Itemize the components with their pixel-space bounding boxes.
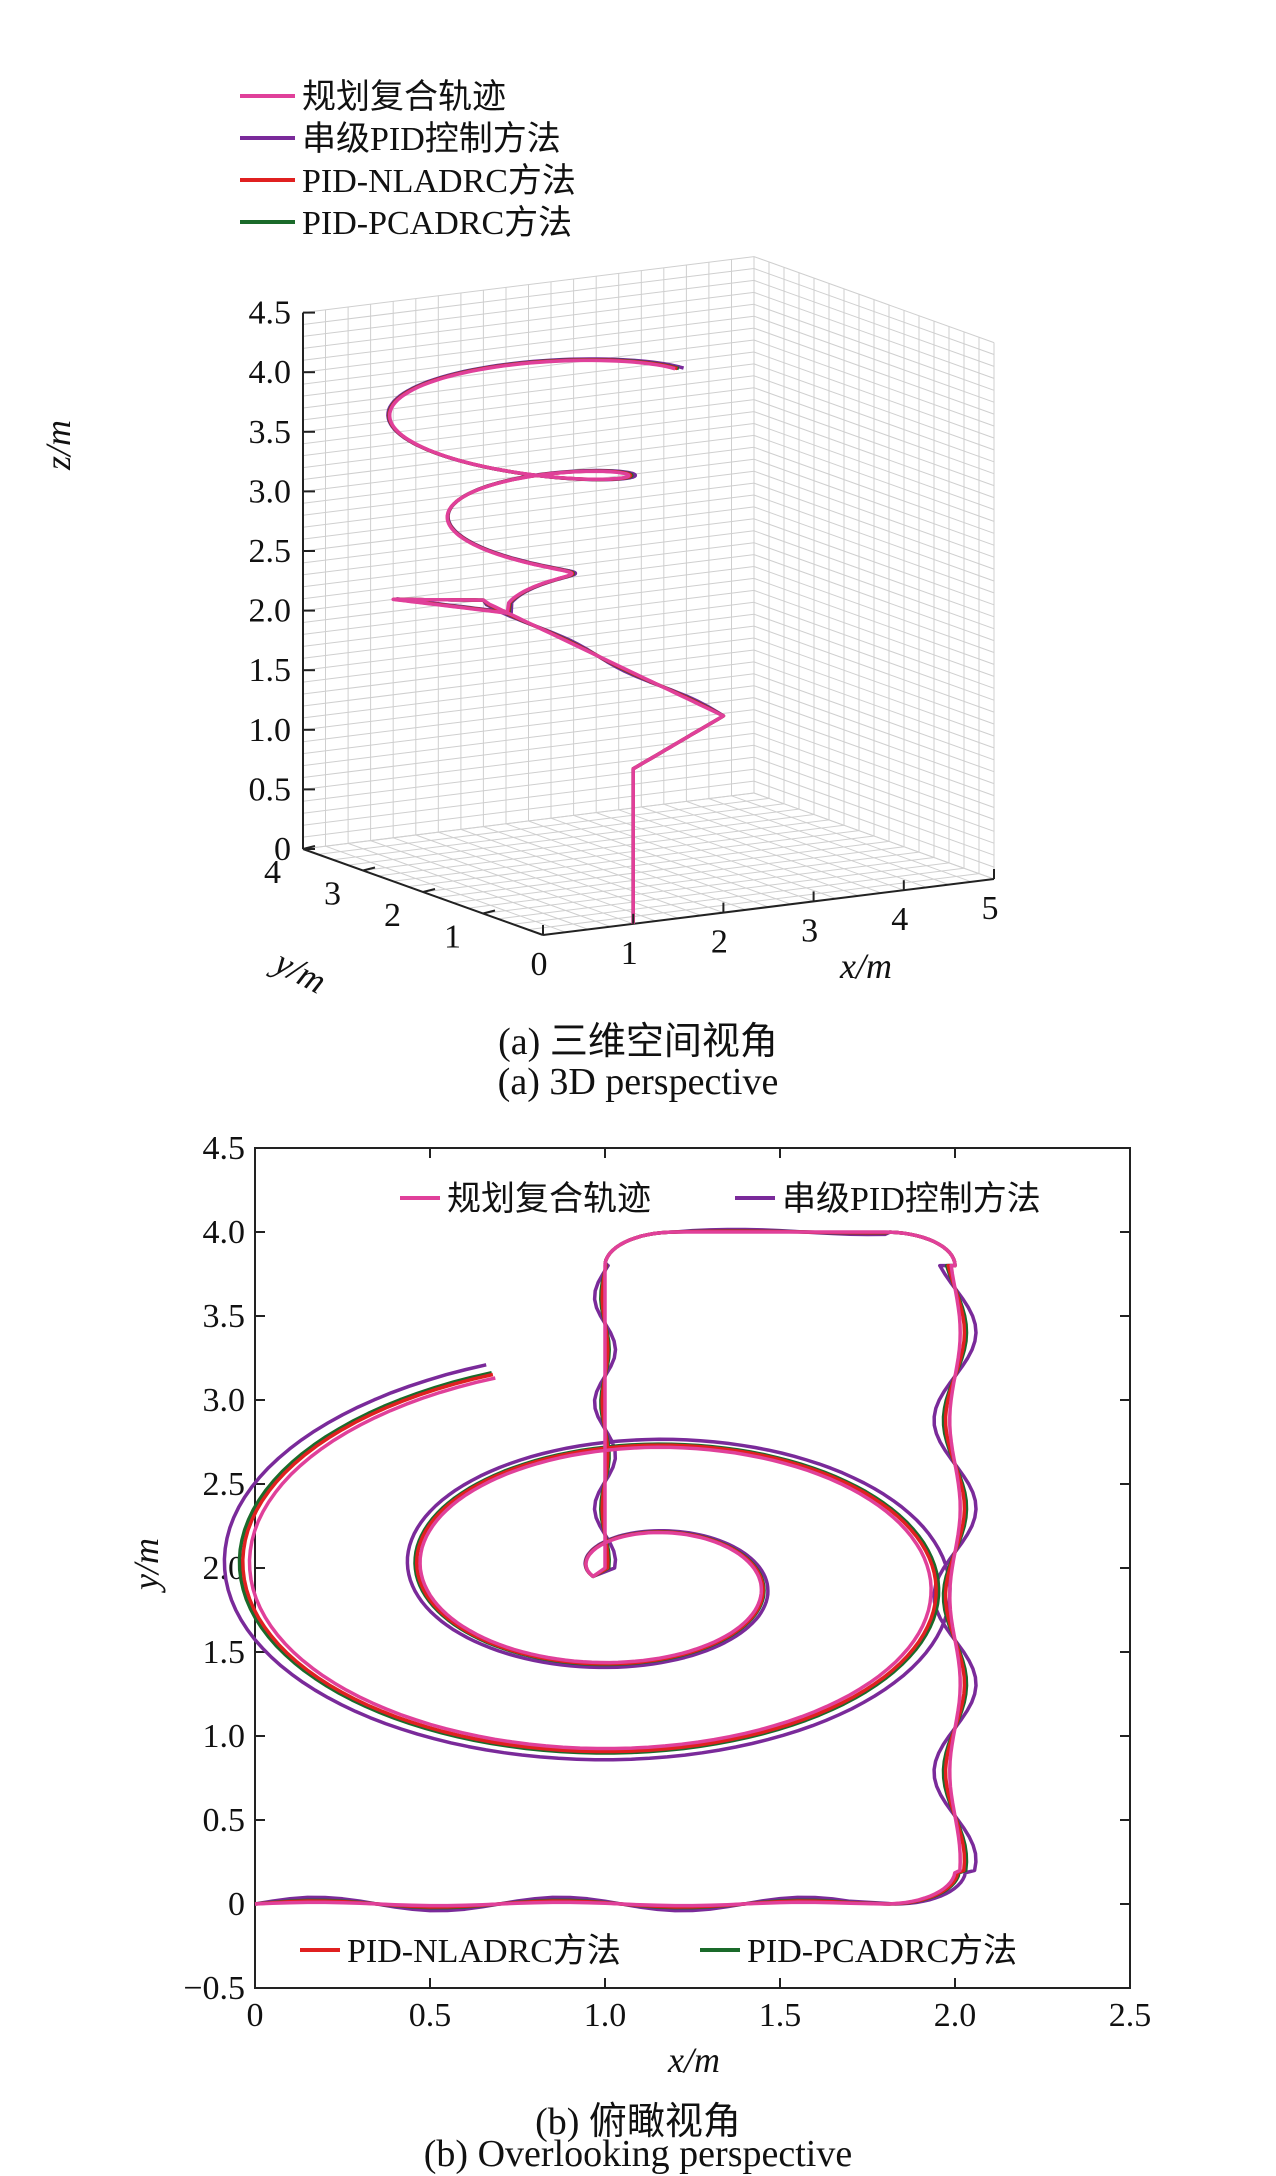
x-tick-label-2d: 2.5: [1109, 1997, 1152, 2034]
ticks-3d: 0 0.5 1.0 1.5 2.0 2.5 3.0 3.5 4.0 4.5 0 1 2 3 4 5 1 2 3 4: [249, 295, 999, 983]
series-2d: [222, 1227, 978, 1913]
y-tick-label-2d: 4.5: [203, 1130, 246, 1167]
legend-label-3d: 串级PID控制方法: [302, 120, 561, 158]
x-tick-label-2d: 0.5: [409, 1997, 452, 2034]
y-tick-label: 1: [444, 919, 461, 956]
x-tick-label-2d: 1.0: [584, 1997, 627, 2034]
series-line-2d-0: [247, 1230, 962, 1908]
z-tick-label: 2.5: [249, 533, 292, 570]
legend-2d: 规划复合轨迹 串级PID控制方法 PID-NLADRC方法 PID-PCADRC方法: [300, 1180, 1041, 1970]
legend-label-3d: 规划复合轨迹: [302, 78, 506, 116]
grid-3d: [302, 256, 995, 936]
z-tick-label: 4.5: [249, 295, 292, 332]
z-tick-label: 3.5: [249, 414, 292, 451]
legend-label-2d: PID-NLADRC方法: [347, 1932, 621, 1970]
chart-3d-trajectory: 0 0.5 1.0 1.5 2.0 2.5 3.0 3.5 4.0 4.5 0 1 2 3 4 5 1 2 3 4 x…: [38, 78, 999, 1000]
y-tick-label-2d: 4.0: [203, 1214, 246, 1251]
y-tick-label: 3: [324, 876, 341, 913]
plot-frame-2d: [254, 1147, 1131, 1989]
legend-label-2d: 规划复合轨迹: [447, 1180, 651, 1218]
series-line-3d-0: [387, 358, 726, 924]
y-tick-label-2d: 3.0: [203, 1382, 246, 1419]
y-tick-label-2d: 1.0: [203, 1718, 246, 1755]
caption-a-en: (a) 3D perspective: [497, 1061, 779, 1103]
x-tick-label: 1: [621, 935, 638, 972]
y-tick-label: 4: [264, 854, 281, 891]
y-tick-label-2d: 0.5: [203, 1802, 246, 1839]
z-tick-label: 1.5: [249, 652, 292, 689]
series-3d: [386, 357, 726, 924]
x-tick-label-2d: 1.5: [759, 1997, 802, 2034]
y-tick-label-2d: 0: [228, 1886, 245, 1923]
x-tick-label: 0: [531, 946, 548, 983]
xlabel-2d: x/m: [667, 2040, 720, 2080]
zlabel-3d: z/m: [38, 420, 78, 471]
x-tick-label: 2: [711, 924, 728, 961]
z-tick-label: 4.0: [249, 354, 292, 391]
x-tick-label: 4: [891, 901, 908, 938]
legend-label-2d: PID-PCADRC方法: [747, 1932, 1017, 1970]
x-tick-label: 5: [982, 890, 999, 927]
caption-a-cn: (a) 三维空间视角: [498, 1021, 778, 1063]
x-tick-label-2d: 0: [247, 1997, 264, 2034]
legend-label-3d: PID-PCADRC方法: [302, 204, 572, 242]
y-tick-label-2d: 1.5: [203, 1634, 246, 1671]
y-tick-label-2d: 3.5: [203, 1298, 246, 1335]
y-tick-label-2d: 2.5: [203, 1466, 246, 1503]
x-tick-label: 3: [801, 912, 818, 949]
xlabel-3d: x/m: [839, 946, 892, 986]
caption-b-en: (b) Overlooking perspective: [423, 2133, 853, 2175]
z-tick-label: 0: [274, 831, 291, 868]
ylabel-2d: y/m: [126, 1538, 166, 1593]
ticks-2d: 0 0.5 1.0 1.5 2.0 2.5−0.500.51.01.52.02.53.03…: [183, 1130, 1151, 2034]
legend-label-3d: PID-NLADRC方法: [302, 162, 576, 200]
legend-label-2d: 串级PID控制方法: [782, 1180, 1041, 1218]
y-tick-label-2d: −0.5: [183, 1970, 245, 2007]
z-tick-label: 1.0: [249, 712, 292, 749]
caption-b-cn: (b) 俯瞰视角: [535, 2101, 741, 2143]
z-tick-label: 2.0: [249, 593, 292, 630]
x-tick-label-2d: 2.0: [934, 1997, 977, 2034]
y-tick-label: 2: [384, 897, 401, 934]
z-tick-label: 3.0: [249, 473, 292, 510]
z-tick-label: 0.5: [249, 771, 292, 808]
